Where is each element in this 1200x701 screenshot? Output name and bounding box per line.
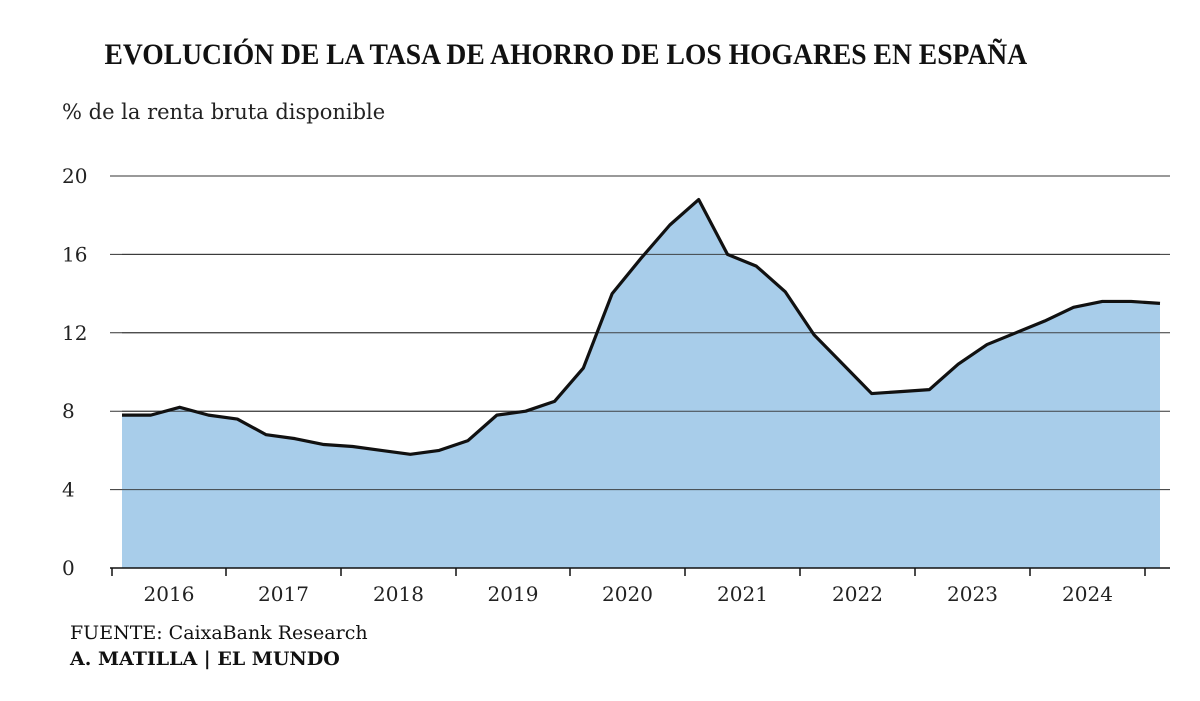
y-axis-ticks: 0 4 8 12 16 20 (62, 164, 87, 580)
x-tick-label: 2016 (144, 582, 195, 606)
y-axis-label: % de la renta bruta disponible (62, 100, 386, 124)
source-note: FUENTE: CaixaBank Research (70, 622, 368, 644)
x-tick-label: 2020 (602, 582, 653, 606)
credit-note: A. MATILLA | EL MUNDO (70, 648, 340, 670)
chart-title: EVOLUCIÓN DE LA TASA DE AHORRO DE LOS HO… (104, 38, 1028, 71)
data-area (122, 175, 1161, 568)
x-tick-label: 2024 (1062, 582, 1113, 606)
x-axis-ticks: 2016 2017 2018 2019 2020 2021 2022 2023 2024 (144, 582, 1113, 606)
x-tick-label: 2021 (717, 582, 768, 606)
x-axis (110, 567, 1170, 576)
x-tick-label: 2019 (488, 582, 539, 606)
y-tick-label: 12 (62, 321, 87, 345)
series-line (122, 197, 1161, 456)
y-tick-label: 20 (62, 164, 87, 188)
x-tick-label: 2023 (947, 582, 998, 606)
x-tick-label: 2018 (373, 582, 424, 606)
area-fill (122, 199, 1160, 568)
y-tick-label: 0 (62, 556, 75, 580)
x-tick-label: 2022 (832, 582, 883, 606)
y-tick-label: 16 (62, 242, 87, 266)
x-tick-label: 2017 (258, 582, 309, 606)
y-tick-label: 8 (62, 399, 75, 423)
y-tick-label: 4 (62, 478, 75, 502)
